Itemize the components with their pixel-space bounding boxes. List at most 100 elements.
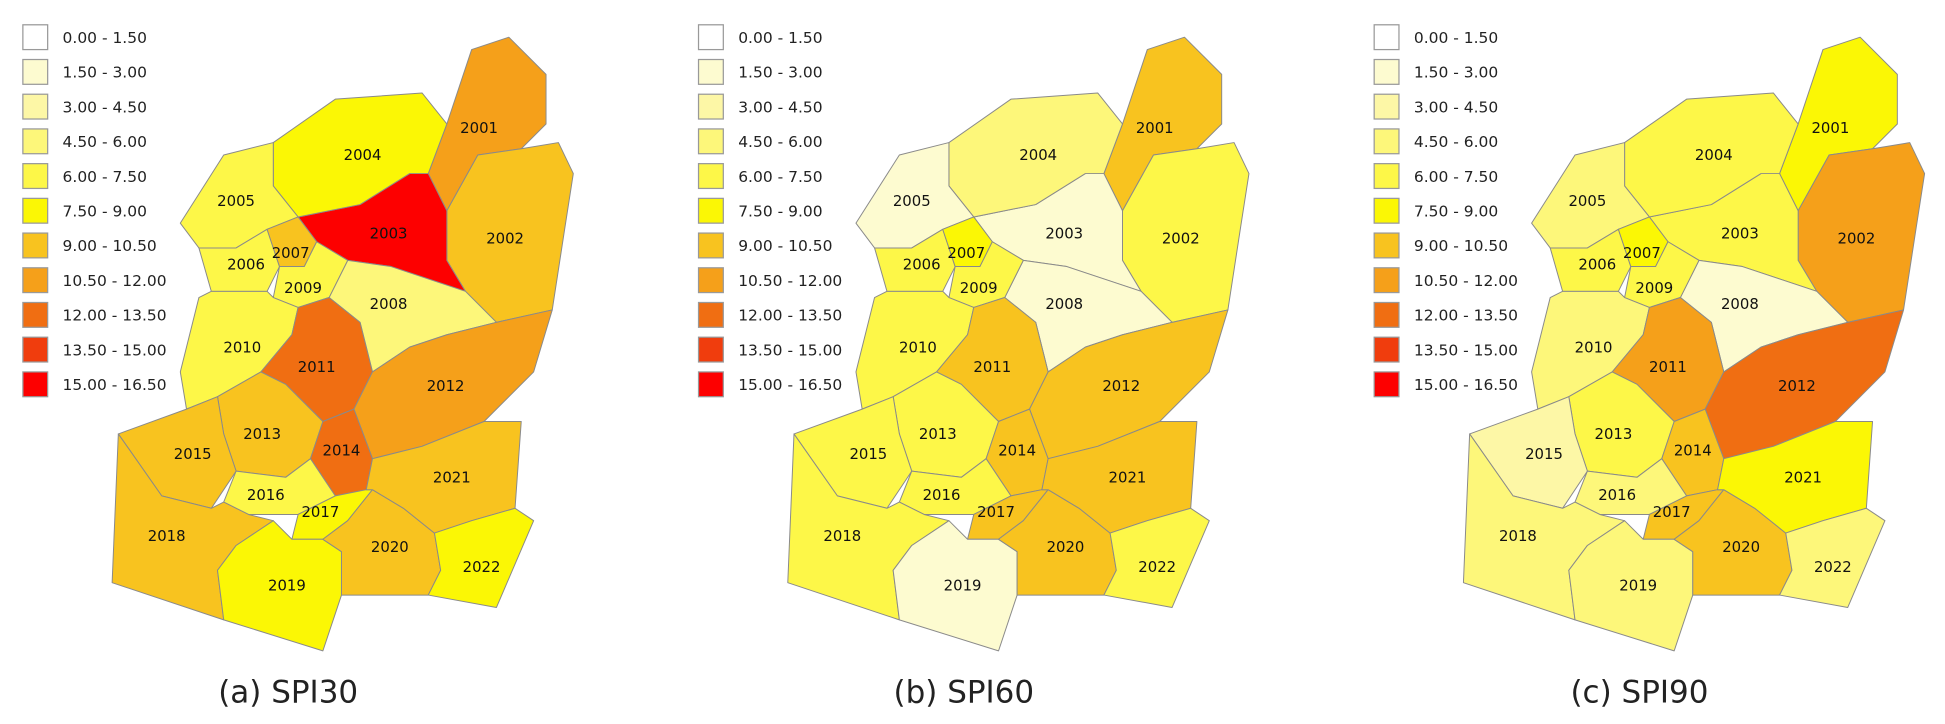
region-label: 2017 [977,503,1015,521]
legend-label: 1.50 - 3.00 [738,64,822,82]
legend-swatch [22,93,49,120]
region-label: 2009 [960,279,998,297]
legend-label: 1.50 - 3.00 [63,64,147,82]
legend-label: 10.50 - 12.00 [1414,272,1518,290]
legend-label: 15.00 - 16.50 [1414,376,1518,394]
legend-label: 1.50 - 3.00 [1414,64,1498,82]
legend-label: 4.50 - 6.00 [738,133,822,151]
legend-swatch [697,301,724,328]
region-label: 2002 [1162,229,1200,247]
legend-label: 13.50 - 15.00 [1414,341,1518,359]
region-label: 2003 [1045,224,1083,242]
region-label: 2016 [1598,486,1636,504]
legend-swatch [697,371,724,398]
region [1103,507,1210,608]
region-label: 2022 [1814,558,1852,576]
legend-label: 0.00 - 1.50 [63,29,147,47]
region-label: 2003 [1721,224,1759,242]
region-label: 2011 [973,358,1011,376]
map-panel: 0.00 - 1.50 1.50 - 3.00 3.00 - 4.50 4.50 - … [22,24,574,711]
region-label: 2012 [1102,377,1140,395]
legend-swatch [1373,336,1400,363]
legend-swatch [697,336,724,363]
map-panel: 0.00 - 1.50 1.50 - 3.00 3.00 - 4.50 4.50 - … [697,24,1250,711]
region-label: 2001 [460,119,498,137]
legend-swatch [1373,24,1400,51]
legend-swatch [697,267,724,294]
region-label: 2012 [427,377,465,395]
legend-label: 13.50 - 15.00 [738,341,842,359]
region-label: 2014 [1674,441,1712,459]
region-label: 2014 [323,441,361,459]
legend-swatch [22,336,49,363]
legend-label: 6.00 - 7.50 [1414,168,1498,186]
legend-swatch [1373,301,1400,328]
legend-label: 0.00 - 1.50 [1414,29,1498,47]
legend-label: 0.00 - 1.50 [738,29,822,47]
region-label: 2008 [370,295,408,313]
legend-label: 9.00 - 10.50 [1414,237,1508,255]
region-label: 2022 [1138,558,1176,576]
region-label: 2004 [344,146,382,164]
legend-label: 15.00 - 16.50 [63,376,167,394]
region-label: 2013 [1595,425,1633,443]
region-label: 2013 [243,425,281,443]
legend-swatch [1373,58,1400,85]
region-label: 2017 [301,503,339,521]
region-label: 2021 [1109,469,1147,487]
region-label: 2006 [1578,255,1616,273]
legend-swatch [22,163,49,190]
region-label: 2010 [899,338,937,356]
legend-label: 4.50 - 6.00 [63,133,147,151]
panel-caption: (a) SPI30 [218,675,358,711]
legend-label: 12.00 - 13.50 [738,307,842,325]
legend-label: 3.00 - 4.50 [63,98,147,116]
region-label: 2005 [217,192,255,210]
legend-swatch [22,267,49,294]
region-label: 2007 [272,244,310,262]
region-label: 2020 [1722,538,1760,556]
legend-label: 12.00 - 13.50 [1414,307,1518,325]
legend-swatch [1373,128,1400,155]
legend-label: 12.00 - 13.50 [63,307,167,325]
legend-label: 6.00 - 7.50 [63,168,147,186]
legend-label: 3.00 - 4.50 [1414,98,1498,116]
region-label: 2007 [947,244,985,262]
legend-label: 10.50 - 12.00 [738,272,842,290]
region-label: 2020 [371,538,409,556]
legend-label: 7.50 - 9.00 [1414,202,1498,220]
legend-swatch [22,58,49,85]
region-label: 2007 [1623,244,1661,262]
legend-swatch [1373,232,1400,259]
region-label: 2010 [223,338,261,356]
legend-label: 13.50 - 15.00 [63,341,167,359]
legend-label: 15.00 - 16.50 [738,376,842,394]
legend-swatch [697,58,724,85]
region [1568,520,1694,652]
legend-swatch [1373,371,1400,398]
region-label: 2005 [893,192,931,210]
region-label: 2008 [1721,295,1759,313]
region-label: 2020 [1047,538,1085,556]
legend-swatch [22,24,49,51]
panel-caption: (b) SPI60 [894,675,1035,711]
legend-label: 10.50 - 12.00 [63,272,167,290]
legend-label: 4.50 - 6.00 [1414,133,1498,151]
legend-label: 3.00 - 4.50 [738,98,822,116]
region-label: 2012 [1778,377,1816,395]
legend-label: 7.50 - 9.00 [63,202,147,220]
map-panel: 0.00 - 1.50 1.50 - 3.00 3.00 - 4.50 4.50 - … [1373,24,1926,711]
region-label: 2009 [284,279,322,297]
region [892,520,1018,652]
region-label: 2004 [1019,146,1057,164]
region [217,520,342,652]
region-label: 2018 [1499,527,1537,545]
region-label: 2013 [919,425,957,443]
legend-label: 9.00 - 10.50 [738,237,832,255]
legend-swatch [697,128,724,155]
legend-swatch [697,24,724,51]
region [427,507,535,608]
legend-swatch [697,197,724,224]
legend-swatch [22,197,49,224]
region-label: 2018 [823,527,861,545]
